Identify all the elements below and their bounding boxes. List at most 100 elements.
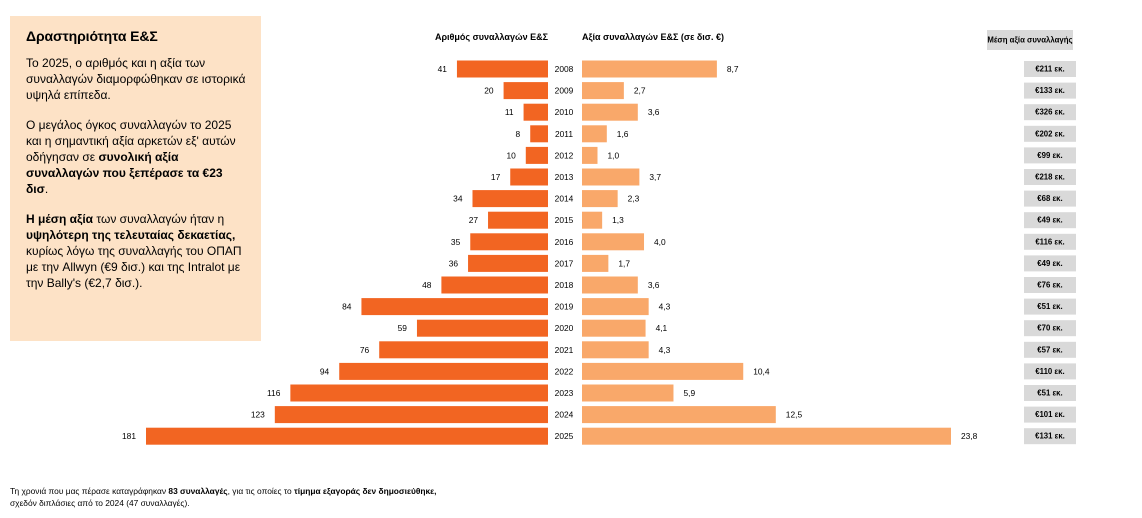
year-label-2022: 2022 <box>555 366 574 376</box>
footnote: Τη χρονιά που μας πέρασε καταγράφηκαν 83… <box>10 485 530 509</box>
year-label-2010: 2010 <box>555 107 574 117</box>
average-label-2017: €49 εκ. <box>1037 259 1062 268</box>
average-box-2013 <box>1024 169 1076 185</box>
average-header-title: Μέση αξία συναλλαγής <box>987 36 1072 45</box>
value-bar-2016 <box>582 233 645 251</box>
value-label-2015: 1,3 <box>612 215 624 225</box>
count-bar-2014 <box>472 190 548 208</box>
value-label-2013: 3,7 <box>649 172 661 182</box>
year-label-2016: 2016 <box>555 237 574 247</box>
value-bar-2012 <box>582 146 598 164</box>
count-bar-2024 <box>274 406 548 424</box>
average-label-2024: €101 εκ. <box>1035 410 1065 419</box>
year-label-2013: 2013 <box>555 172 574 182</box>
year-label-2008: 2008 <box>555 64 574 74</box>
average-box-2019 <box>1024 298 1076 315</box>
count-bar-2017 <box>468 254 548 272</box>
average-box-2015 <box>1024 212 1076 229</box>
count-bar-2023 <box>290 384 548 402</box>
value-label-2024: 12,5 <box>786 410 803 420</box>
year-label-2012: 2012 <box>555 150 574 160</box>
value-bar-2014 <box>582 190 618 208</box>
value-label-2025: 23,8 <box>961 431 978 441</box>
value-label-2014: 2,3 <box>628 194 640 204</box>
count-label-2016: 35 <box>451 237 461 247</box>
year-label-2025: 2025 <box>555 431 574 441</box>
footnote-text-d: τίμημα εξαγοράς δεν δημοσιεύθηκε, <box>294 486 437 496</box>
average-box-2009 <box>1024 82 1076 99</box>
average-label-2019: €51 εκ. <box>1037 302 1062 311</box>
average-label-2020: €70 εκ. <box>1037 324 1062 333</box>
year-label-2020: 2020 <box>555 323 574 333</box>
year-label-2023: 2023 <box>555 388 574 398</box>
count-label-2022: 94 <box>320 366 330 376</box>
average-label-2013: €218 εκ. <box>1035 173 1065 182</box>
average-label-2008: €211 εκ. <box>1035 65 1064 74</box>
year-label-2009: 2009 <box>555 86 574 96</box>
value-label-2022: 10,4 <box>753 366 770 376</box>
count-label-2019: 84 <box>342 302 352 312</box>
count-bar-2015 <box>488 211 548 229</box>
average-label-2021: €57 εκ. <box>1037 345 1062 354</box>
value-label-2018: 3,6 <box>648 280 660 290</box>
value-label-2012: 1,0 <box>608 150 620 160</box>
value-bar-2025 <box>582 427 951 445</box>
value-label-2011: 1,6 <box>617 129 629 139</box>
p2-text-b: συνολική αξία συναλλαγών που ξεπέρασε τα… <box>26 150 223 196</box>
panel-paragraph-2: Ο μεγάλος όγκος συναλλαγών το 2025 και η… <box>26 117 247 197</box>
value-bar-2011 <box>582 125 607 143</box>
butterfly-chart: Αριθμός συναλλαγών Ε&Σ Αξία συναλλαγών Ε&… <box>122 30 1076 445</box>
value-label-2021: 4,3 <box>659 345 671 355</box>
value-label-2020: 4,1 <box>656 323 668 333</box>
count-label-2010: 11 <box>505 107 514 117</box>
year-label-2017: 2017 <box>555 258 574 268</box>
count-label-2013: 17 <box>491 172 501 182</box>
count-label-2018: 48 <box>422 280 432 290</box>
average-label-2016: €116 εκ. <box>1035 237 1064 246</box>
count-label-2023: 116 <box>267 388 281 398</box>
value-bar-2024 <box>582 406 776 424</box>
average-box-2021 <box>1024 341 1076 358</box>
average-label-2023: €51 εκ. <box>1037 389 1062 398</box>
count-label-2024: 123 <box>251 410 265 420</box>
count-label-2020: 59 <box>398 323 408 333</box>
average-label-2010: €326 εκ. <box>1035 108 1065 117</box>
p3-text-d: κυρίως λόγω της συναλλαγής του ΟΠΑΠ με τ… <box>26 244 242 290</box>
average-box-2010 <box>1024 104 1076 121</box>
value-label-2016: 4,0 <box>654 237 666 247</box>
year-label-2011: 2011 <box>555 129 573 139</box>
count-bar-2025 <box>146 427 548 445</box>
year-label-2018: 2018 <box>555 280 574 290</box>
summary-panel: Δραστηριότητα Ε&Σ Το 2025, ο αριθμός και… <box>10 16 261 341</box>
year-label-2024: 2024 <box>555 410 574 420</box>
average-box-2018 <box>1024 277 1076 293</box>
p3-text-b: των συναλλαγών ήταν η <box>93 212 225 226</box>
count-bar-2018 <box>441 276 548 294</box>
panel-paragraph-1: Το 2025, ο αριθμός και η αξία των συναλλ… <box>26 56 246 102</box>
footnote-text-a: Τη χρονιά που μας πέρασε καταγράφηκαν <box>10 486 169 496</box>
count-bar-2010 <box>523 103 548 121</box>
year-label-2014: 2014 <box>555 194 574 204</box>
average-box-2008 <box>1024 61 1076 77</box>
average-label-2012: €99 εκ. <box>1037 151 1062 160</box>
value-label-2017: 1,7 <box>618 258 630 268</box>
value-label-2019: 4,3 <box>659 302 671 312</box>
value-label-2010: 3,6 <box>648 107 660 117</box>
panel-title: Δραστηριότητα Ε&Σ <box>26 28 158 44</box>
value-bar-2020 <box>582 319 646 337</box>
count-bar-2013 <box>510 168 548 186</box>
count-bar-2019 <box>361 298 548 316</box>
average-box-2017 <box>1024 255 1076 272</box>
average-label-2025: €131 εκ. <box>1035 432 1065 441</box>
count-label-2017: 36 <box>449 258 459 268</box>
average-box-2025 <box>1024 428 1076 445</box>
average-box-2023 <box>1024 385 1076 401</box>
p3-text-a: Η μέση αξία <box>26 212 94 226</box>
value-bar-2023 <box>582 384 674 402</box>
average-label-2022: €110 εκ. <box>1035 367 1064 376</box>
count-label-2025: 181 <box>122 431 136 441</box>
count-series-title: Αριθμός συναλλαγών Ε&Σ <box>435 32 549 42</box>
value-bar-2010 <box>582 103 638 121</box>
average-label-2014: €68 εκ. <box>1037 194 1062 203</box>
count-label-2008: 41 <box>438 64 448 74</box>
